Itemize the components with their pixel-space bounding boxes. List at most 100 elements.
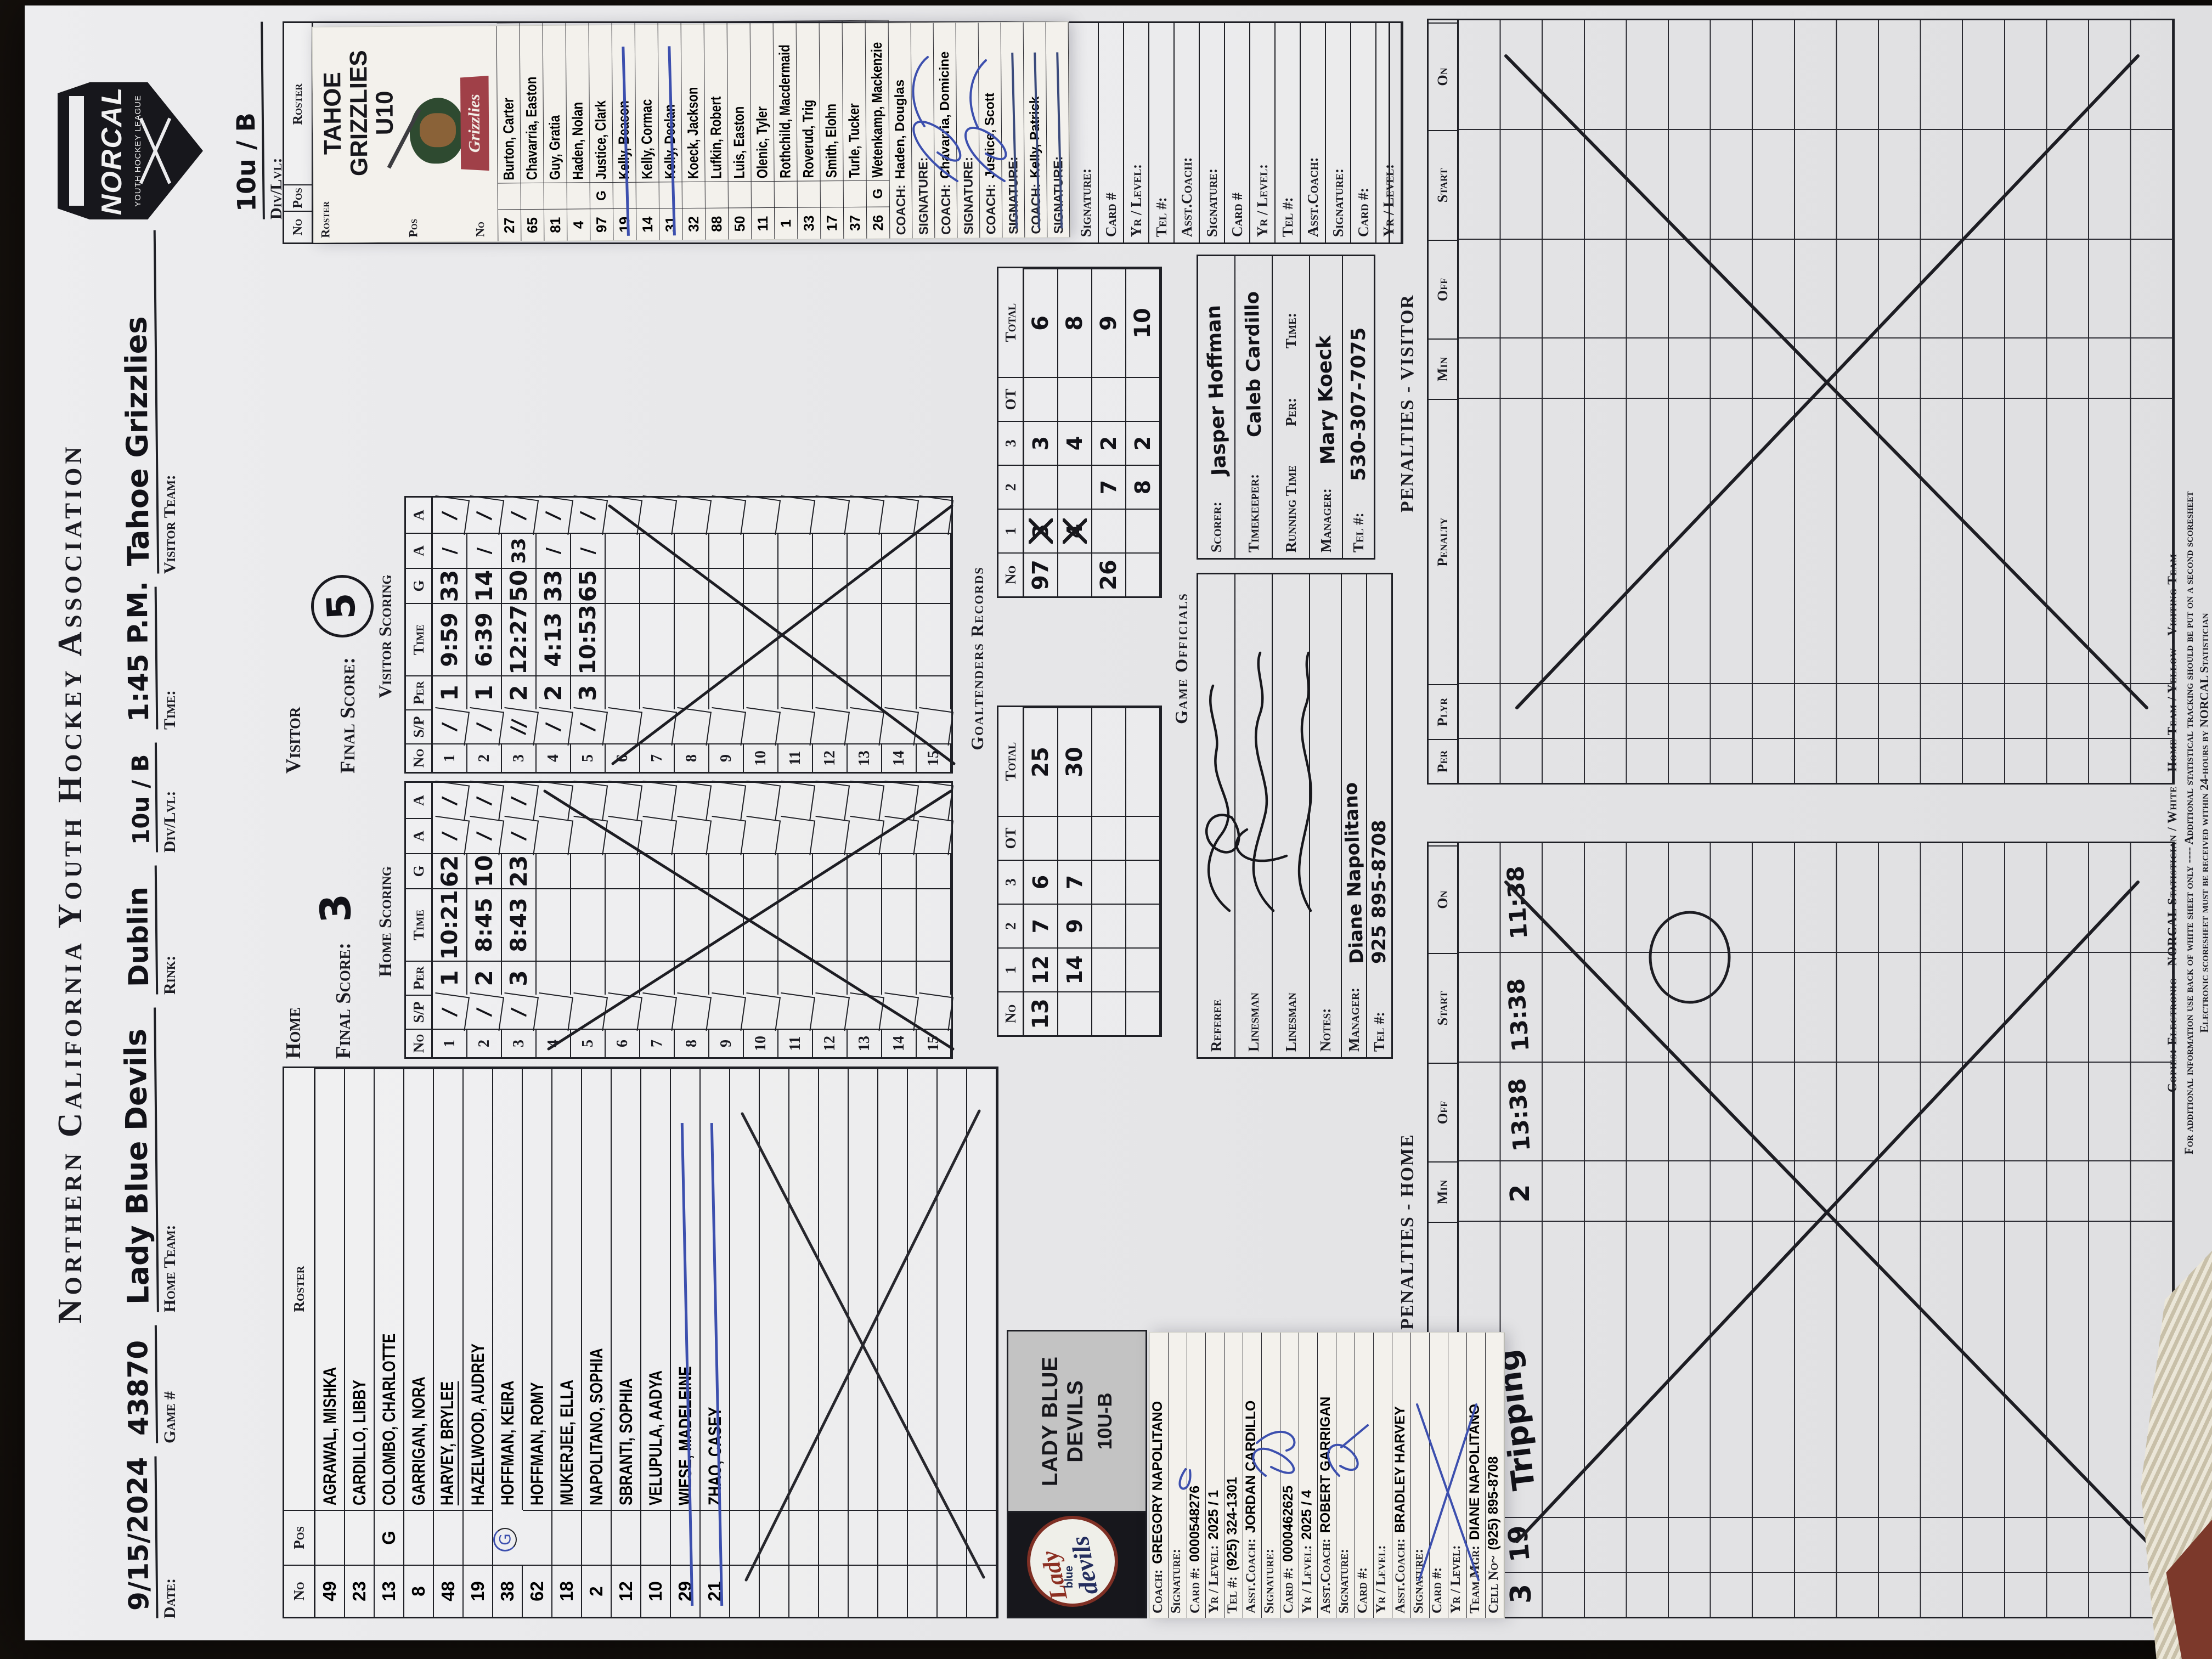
goal-assist1	[675, 533, 709, 568]
home-roster-header: No Pos Roster	[284, 1068, 315, 1617]
goal-assist2	[741, 495, 781, 535]
home-manager-label: Manager:	[1345, 988, 1362, 1052]
coach-row: Asst.Coach: ROBERT GARRIGAN	[1318, 1333, 1336, 1618]
goal-row-number: 10	[744, 743, 778, 772]
goal-row-number: 7	[640, 743, 675, 772]
goalie-p1	[1092, 947, 1126, 991]
goalie-row: 13 12 7 6 25	[1024, 707, 1058, 1035]
player-name: HOFFMAN, KEIRA	[497, 1380, 517, 1505]
player-number: 17	[823, 215, 840, 232]
visitor-form-row: Signature:	[1074, 23, 1099, 242]
goalie-header-cell: 2	[998, 904, 1023, 947]
goalie-p2	[1024, 465, 1058, 509]
coach-row-value: BRADLEY HARVEY	[1392, 1406, 1408, 1533]
visitor-form-row: Asst.Coach:	[1301, 23, 1326, 242]
goal-scorer	[640, 853, 675, 888]
visitor-form-label: Yr / Level:	[1127, 164, 1144, 237]
goal-scorer: 14	[467, 568, 502, 603]
penalty-minutes: 2	[1505, 1184, 1536, 1203]
visitor-roster-row: 50 Luis, Easton	[727, 21, 752, 240]
visitor-roster-row: 31 Kelly, Declan	[658, 21, 683, 240]
coach-row-value: Justice, Scott	[982, 93, 998, 179]
coach-row-label: Cell No~	[1486, 1555, 1501, 1613]
notes-label: Notes:	[1317, 1008, 1334, 1052]
player-name: MUKERJEE, ELLA	[556, 1380, 577, 1505]
visitor-scoring-row: 8	[672, 495, 712, 772]
home-team-field: Lady Blue Devils Home Team:	[105, 1007, 179, 1313]
goal-scorer: 10	[467, 853, 502, 888]
home-scoring-row: 10	[741, 780, 781, 1057]
goal-scorer	[917, 853, 951, 888]
goal-scorer	[606, 853, 640, 888]
coach-row-label: COACH:	[938, 184, 953, 235]
player-number: 29	[671, 1565, 701, 1617]
goal-time	[709, 888, 744, 961]
goal-sp	[603, 707, 643, 746]
visitor-scoring-row: 12	[810, 495, 850, 772]
penalty-time-start: 13:38	[1502, 977, 1534, 1053]
visitor-coach-row: COACH: Kelly, Patrick	[1023, 22, 1048, 238]
player-number: 97	[593, 217, 610, 233]
player-name: HARVEY, BRYLEE	[437, 1381, 459, 1505]
time-field: 1:45 P.M. Time:	[106, 581, 179, 730]
goal-assist2	[879, 495, 919, 535]
player-number: 18	[552, 1565, 582, 1617]
player-position: G	[493, 1528, 517, 1551]
goal-assist1: /	[465, 815, 505, 856]
visitor-roster-header-cell: Roster	[290, 83, 305, 125]
goal-time	[882, 888, 917, 961]
goalie-p2	[1092, 904, 1126, 947]
goal-assist1	[672, 815, 712, 856]
coach-row-label: Team Mgr:	[1468, 1545, 1482, 1613]
goal-scorer: 50	[502, 568, 537, 603]
home-roster-row	[730, 1068, 760, 1617]
norcal-logo-text: NORCAL	[95, 86, 128, 216]
goal-row-number: 7	[640, 1029, 675, 1057]
visitor-scoring-header-cell: A	[406, 533, 431, 568]
running-time-label: Running Time	[1282, 465, 1299, 552]
coach-row: Signature:	[1411, 1333, 1430, 1618]
goal-assist2	[637, 495, 678, 535]
goal-row-number: 15	[917, 1029, 951, 1057]
goal-sp	[637, 707, 678, 746]
goalie-header-cell: No	[998, 552, 1023, 596]
goal-row-number: 12	[813, 743, 848, 772]
goal-time	[778, 888, 813, 961]
penalties-visitor-grid	[1459, 20, 2173, 783]
goal-row-number: 2	[467, 1029, 502, 1057]
player-number: 10	[641, 1565, 671, 1617]
visitor-coach-row: SIGNATURE:	[1001, 22, 1025, 238]
goalie-header-cell: Total	[1002, 303, 1019, 342]
goal-assist1	[534, 815, 574, 856]
visitor-scoring-header-cell: G	[406, 568, 431, 603]
goalie-p2	[1058, 465, 1092, 509]
goal-scorer	[778, 853, 813, 888]
goalie-p1	[1126, 509, 1160, 552]
visitor-coach-rows: COACH: Haden, Douglas SIGNATURE: COACH: …	[888, 22, 1070, 239]
visitor-form-label: Signature:	[1203, 168, 1220, 237]
goal-scorer	[882, 568, 917, 603]
home-roster-row: 19 HAZELWOOD, AUDREY	[464, 1068, 493, 1617]
goal-assist1	[709, 533, 744, 568]
visitor-coach-row: COACH: Chavarria, Domicine	[933, 22, 958, 238]
goaltenders-home-header: No 1 2 3 OT Total	[998, 707, 1024, 1035]
player-number: 65	[524, 217, 541, 234]
goalie-p2: 7	[1024, 904, 1058, 947]
player-position	[878, 1510, 908, 1565]
visitor-roster-form-header: No Pos Roster	[284, 23, 313, 242]
goal-scorer	[848, 568, 882, 603]
goal-sp: /	[430, 707, 470, 746]
player-number: 4	[570, 221, 587, 229]
goal-scorer	[571, 853, 606, 888]
grizzlies-logo: Grizzlies	[387, 71, 492, 176]
coach-row-value: (925) 895-8708	[1486, 1456, 1501, 1550]
visitor-scoring-row: 6	[603, 495, 643, 772]
player-name: SBRANTI, SOPHIA	[616, 1378, 636, 1505]
goal-assist1	[637, 815, 678, 856]
goal-assist2: /	[430, 780, 470, 821]
linesman2-label: Linesman	[1282, 992, 1299, 1052]
visitor-scoring-row: 11	[776, 495, 816, 772]
goalie-p2: 7	[1092, 465, 1126, 509]
penalty-header-cell: Off	[1429, 240, 1457, 338]
goalie-ot	[1092, 377, 1126, 421]
